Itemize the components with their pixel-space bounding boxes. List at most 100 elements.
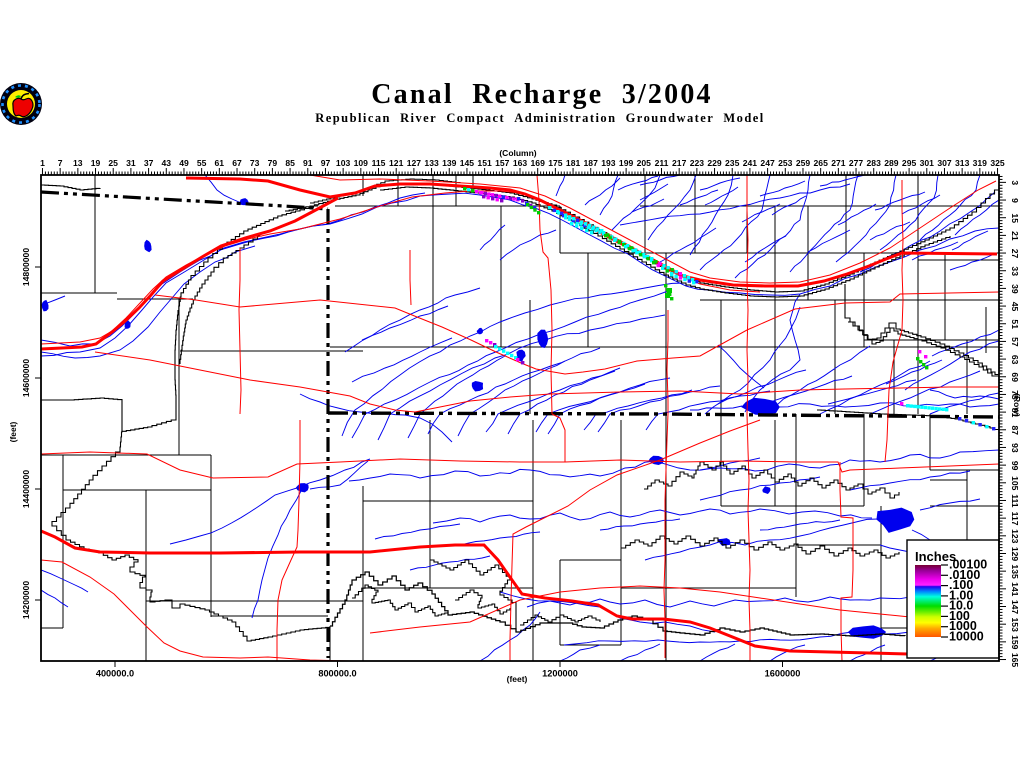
svg-text:(feet): (feet) bbox=[8, 421, 18, 442]
svg-text:81: 81 bbox=[1010, 408, 1020, 418]
svg-text:19: 19 bbox=[91, 158, 101, 168]
svg-text:123: 123 bbox=[1010, 529, 1020, 544]
svg-text:7: 7 bbox=[58, 158, 63, 168]
svg-text:271: 271 bbox=[831, 158, 846, 168]
svg-text:10.0: 10.0 bbox=[949, 599, 973, 613]
svg-text:229: 229 bbox=[707, 158, 722, 168]
svg-text:163: 163 bbox=[513, 158, 528, 168]
svg-text:247: 247 bbox=[760, 158, 775, 168]
svg-text:127: 127 bbox=[407, 158, 422, 168]
svg-text:141: 141 bbox=[1010, 582, 1020, 597]
svg-text:175: 175 bbox=[548, 158, 563, 168]
svg-text:295: 295 bbox=[902, 158, 917, 168]
svg-text:145: 145 bbox=[460, 158, 475, 168]
svg-text:217: 217 bbox=[672, 158, 687, 168]
svg-text:157: 157 bbox=[495, 158, 510, 168]
svg-text:33: 33 bbox=[1010, 266, 1020, 276]
svg-text:3: 3 bbox=[1010, 180, 1020, 185]
svg-text:319: 319 bbox=[973, 158, 988, 168]
svg-text:Republican River Compact Ad: Republican River Compact Administration … bbox=[315, 111, 764, 125]
svg-text:199: 199 bbox=[619, 158, 634, 168]
svg-text:151: 151 bbox=[477, 158, 492, 168]
svg-text:75: 75 bbox=[1010, 390, 1020, 400]
svg-text:100: 100 bbox=[949, 609, 970, 623]
svg-text:187: 187 bbox=[584, 158, 599, 168]
svg-text:10000: 10000 bbox=[949, 630, 984, 644]
svg-text:400000.0: 400000.0 bbox=[96, 669, 134, 679]
svg-text:(feet): (feet) bbox=[507, 674, 528, 684]
svg-text:235: 235 bbox=[725, 158, 740, 168]
svg-text:241: 241 bbox=[743, 158, 758, 168]
svg-text:1.00: 1.00 bbox=[949, 588, 973, 602]
svg-text:111: 111 bbox=[1010, 494, 1020, 508]
svg-text:27: 27 bbox=[1010, 249, 1020, 259]
svg-text:14400000: 14400000 bbox=[21, 470, 31, 508]
svg-text:115: 115 bbox=[372, 158, 386, 168]
svg-text:25: 25 bbox=[108, 158, 118, 168]
svg-text:15: 15 bbox=[1010, 213, 1020, 223]
svg-text:1600000: 1600000 bbox=[765, 669, 801, 679]
svg-text:87: 87 bbox=[1010, 426, 1020, 436]
svg-text:193: 193 bbox=[601, 158, 616, 168]
svg-text:31: 31 bbox=[126, 158, 136, 168]
svg-text:117: 117 bbox=[1010, 512, 1020, 526]
svg-text:45: 45 bbox=[1010, 302, 1020, 312]
svg-text:313: 313 bbox=[955, 158, 970, 168]
svg-text:121: 121 bbox=[389, 158, 404, 168]
svg-text:105: 105 bbox=[1010, 476, 1020, 491]
svg-text:85: 85 bbox=[285, 158, 295, 168]
svg-text:99: 99 bbox=[1010, 461, 1020, 471]
svg-text:37: 37 bbox=[144, 158, 154, 168]
svg-text:205: 205 bbox=[637, 158, 652, 168]
svg-text:325: 325 bbox=[990, 158, 1005, 168]
svg-text:63: 63 bbox=[1010, 355, 1020, 365]
svg-text:93: 93 bbox=[1010, 443, 1020, 453]
svg-text:1000: 1000 bbox=[949, 619, 977, 633]
svg-text:223: 223 bbox=[690, 158, 705, 168]
svg-text:129: 129 bbox=[1010, 547, 1020, 562]
svg-text:1: 1 bbox=[40, 158, 45, 168]
svg-text:277: 277 bbox=[849, 158, 864, 168]
svg-text:69: 69 bbox=[1010, 372, 1020, 382]
svg-text:39: 39 bbox=[1010, 284, 1020, 294]
svg-text:14600000: 14600000 bbox=[21, 359, 31, 397]
svg-text:91: 91 bbox=[303, 158, 313, 168]
svg-text:51: 51 bbox=[1010, 319, 1020, 329]
svg-text:73: 73 bbox=[250, 158, 260, 168]
svg-text:289: 289 bbox=[884, 158, 899, 168]
svg-text:43: 43 bbox=[162, 158, 172, 168]
svg-text:.0100: .0100 bbox=[949, 568, 980, 582]
svg-text:(Column): (Column) bbox=[499, 148, 536, 158]
svg-text:14200000: 14200000 bbox=[21, 581, 31, 619]
svg-text:165: 165 bbox=[1010, 653, 1020, 668]
svg-text:(Row): (Row) bbox=[1012, 393, 1022, 417]
svg-text:133: 133 bbox=[424, 158, 439, 168]
svg-text:265: 265 bbox=[814, 158, 829, 168]
svg-text:.00100: .00100 bbox=[949, 558, 987, 572]
svg-text:800000.0: 800000.0 bbox=[318, 669, 356, 679]
svg-text:49: 49 bbox=[179, 158, 189, 168]
svg-text:159: 159 bbox=[1010, 635, 1020, 650]
svg-text:181: 181 bbox=[566, 158, 581, 168]
svg-text:153: 153 bbox=[1010, 618, 1020, 633]
svg-text:1200000: 1200000 bbox=[542, 669, 578, 679]
svg-text:307: 307 bbox=[937, 158, 952, 168]
svg-text:61: 61 bbox=[215, 158, 225, 168]
svg-text:.100: .100 bbox=[949, 578, 973, 592]
svg-text:253: 253 bbox=[778, 158, 793, 168]
svg-text:139: 139 bbox=[442, 158, 457, 168]
svg-text:97: 97 bbox=[321, 158, 331, 168]
svg-text:109: 109 bbox=[354, 158, 369, 168]
svg-text:57: 57 bbox=[1010, 337, 1020, 347]
svg-text:211: 211 bbox=[655, 158, 669, 168]
svg-text:67: 67 bbox=[232, 158, 242, 168]
svg-text:Canal Recharge 3/2004: Canal Recharge 3/2004 bbox=[371, 79, 712, 110]
svg-text:55: 55 bbox=[197, 158, 207, 168]
svg-text:301: 301 bbox=[920, 158, 935, 168]
svg-text:283: 283 bbox=[867, 158, 882, 168]
svg-text:79: 79 bbox=[268, 158, 278, 168]
svg-text:Inches: Inches bbox=[915, 549, 956, 564]
svg-text:147: 147 bbox=[1010, 600, 1020, 615]
svg-text:103: 103 bbox=[336, 158, 351, 168]
svg-text:21: 21 bbox=[1010, 231, 1020, 241]
